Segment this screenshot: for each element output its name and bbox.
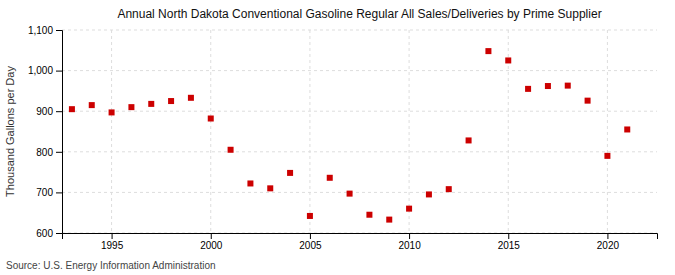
tick: 2015: [498, 233, 521, 251]
point: [565, 83, 571, 89]
tick: 900: [36, 106, 62, 117]
point: [168, 98, 174, 104]
tick-mark: [56, 152, 62, 153]
point: [307, 213, 313, 219]
tick-mark: [56, 71, 62, 72]
point: [267, 185, 273, 191]
point: [89, 102, 95, 108]
y-axis-label: Thousand Gallons per Day: [4, 66, 16, 197]
grid-line: [62, 151, 657, 152]
tick-label: 2020: [597, 240, 620, 251]
tick: 2020: [597, 233, 620, 251]
tick-mark: [56, 233, 62, 234]
point: [347, 191, 353, 197]
tick-mark: [409, 233, 410, 239]
tick-label: 700: [36, 187, 53, 198]
grid-line: [62, 30, 657, 31]
point: [604, 153, 610, 159]
grid-line: [62, 111, 657, 112]
tick: 600: [36, 228, 62, 239]
title: Annual North Dakota Conventional Gasolin…: [117, 7, 601, 21]
grid-line: [409, 30, 410, 233]
tick-label: 900: [36, 106, 53, 117]
point: [406, 206, 412, 212]
tick-mark: [607, 233, 608, 239]
point: [208, 116, 214, 122]
tick: 1,000: [28, 65, 62, 76]
point: [148, 101, 154, 107]
point: [386, 217, 392, 223]
tick-label: 2005: [299, 240, 322, 251]
tick: 700: [36, 187, 62, 198]
tick-mark: [112, 233, 113, 239]
point: [426, 191, 432, 197]
tick: 800: [36, 147, 62, 158]
grid-line: [62, 70, 657, 71]
tick: 2000: [200, 233, 223, 251]
y-axis: 600 700 800 900 1,000 1,100: [28, 25, 63, 239]
chart: 1995 2000 2005 2010 2015 2020 600 700 800 900 1,00…: [0, 0, 675, 275]
grid-line: [607, 30, 608, 233]
point: [466, 137, 472, 143]
axis-line: [56, 31, 63, 234]
grid-line: [62, 192, 657, 193]
tick-label: 2000: [200, 240, 223, 251]
source: Source: U.S. Energy Information Administ…: [6, 260, 216, 271]
grid: [62, 30, 657, 233]
tick-label: 1,100: [28, 25, 53, 36]
tick-mark: [56, 30, 62, 31]
points: [69, 48, 630, 222]
point: [446, 186, 452, 192]
plot: 1995 2000 2005 2010 2015 2020 600 700 800 900 1,00…: [28, 25, 658, 251]
tick-label: 1,000: [28, 65, 53, 76]
tick-label: 2010: [398, 240, 421, 251]
point: [585, 98, 591, 104]
point: [624, 126, 630, 132]
point: [109, 109, 115, 115]
point: [545, 83, 551, 89]
point: [128, 104, 134, 110]
tick: 1,100: [28, 25, 62, 36]
point: [366, 212, 372, 218]
x-axis: 1995 2000 2005 2010 2015 2020: [63, 233, 658, 251]
tick-label: 1995: [101, 240, 124, 251]
axis-line: [63, 234, 658, 240]
tick-mark: [211, 233, 212, 239]
point: [485, 48, 491, 54]
point: [188, 95, 194, 101]
tick: 2005: [299, 233, 322, 251]
tick-mark: [56, 192, 62, 193]
point: [247, 180, 253, 186]
grid-line: [111, 30, 112, 233]
point: [287, 170, 293, 176]
point: [69, 106, 75, 112]
point: [327, 175, 333, 181]
tick: 2010: [398, 233, 421, 251]
tick: 1995: [101, 233, 124, 251]
point: [505, 57, 511, 63]
tick-label: 800: [36, 147, 53, 158]
point: [525, 86, 531, 92]
tick-label: 2015: [498, 240, 521, 251]
point: [228, 147, 234, 153]
grid-line: [210, 30, 211, 233]
tick-mark: [56, 111, 62, 112]
grid-line: [309, 30, 310, 233]
tick-mark: [508, 233, 509, 239]
tick-mark: [310, 233, 311, 239]
tick-label: 600: [36, 228, 53, 239]
